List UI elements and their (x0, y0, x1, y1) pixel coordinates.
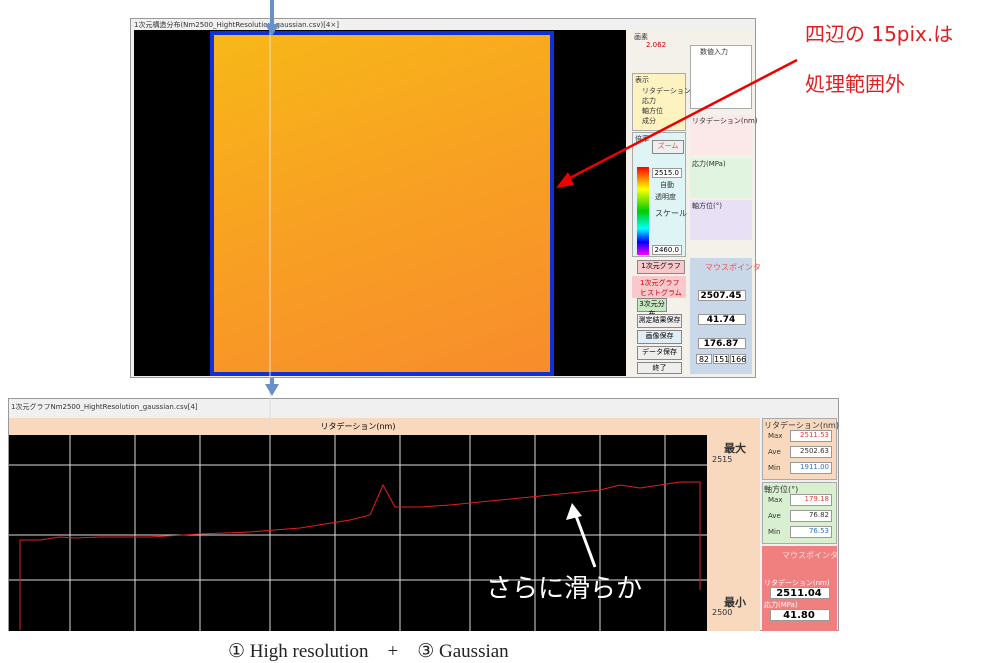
label: リタデーション(nm) (692, 117, 758, 125)
value[interactable]: 2515 (712, 455, 733, 464)
row-value: 76.82 (790, 510, 832, 522)
label: スケール (655, 209, 687, 218)
label: 透明度 (655, 193, 676, 201)
row-label: Min (768, 464, 781, 472)
arrowhead (556, 172, 574, 188)
value: 2507.45 (698, 290, 746, 301)
color-bar (637, 167, 649, 255)
value: 82 (696, 354, 712, 364)
button[interactable]: 測定結果保存 (637, 314, 682, 328)
graph-group (632, 276, 686, 298)
stress-group (690, 158, 752, 198)
radio[interactable]: 軸方位 (642, 107, 663, 115)
window-title: 1次元構造分布(Nm2500_HightResolution_gaussian.… (134, 21, 339, 29)
value: 176.87 (698, 338, 746, 349)
row-value: 2502.63 (790, 446, 832, 458)
arrow (573, 512, 597, 568)
arrowhead (566, 503, 582, 520)
row-value: 179.18 (790, 494, 832, 506)
label: 軸方位(°) (764, 485, 799, 494)
arrow (265, 378, 279, 396)
label: 倍率 (635, 135, 649, 143)
label: 表示 (635, 76, 649, 84)
radio[interactable]: 成分 (642, 117, 656, 125)
value: 166 (730, 354, 747, 364)
row-label: Min (768, 528, 781, 536)
checkbox[interactable]: 自動 (660, 181, 674, 189)
annotation: さらに滑らか (486, 574, 643, 604)
arrow (565, 58, 798, 182)
radio[interactable]: リタデーション (642, 87, 691, 95)
image (210, 31, 554, 376)
value: 41.80 (770, 609, 830, 621)
button[interactable]: 終了 (637, 362, 682, 374)
label: 軸方位(°) (692, 202, 722, 210)
axis-group (690, 200, 752, 240)
button[interactable]: ズーム (652, 140, 684, 154)
label: 応力(MPa) (764, 601, 798, 609)
input[interactable]: 2460.0 (652, 245, 682, 255)
window-title: 1次元グラフNm2500_HightResolution_gaussian.cs… (11, 403, 198, 411)
row-label: Max (768, 432, 783, 440)
value: 41.74 (698, 314, 746, 325)
input[interactable]: 2515.0 (652, 168, 682, 178)
profile-line (19, 481, 701, 630)
ret-group (690, 115, 752, 155)
label: 画素 (634, 33, 648, 41)
label: リタデーション(nm) (764, 421, 839, 430)
row-label: Ave (768, 448, 781, 456)
graph-area (9, 435, 707, 631)
label: 2.062 (646, 41, 667, 49)
row-value: 76.53 (790, 526, 832, 538)
arrow (265, 0, 279, 36)
label: マウスポインタ (705, 263, 761, 272)
label: リタデーション(nm) (764, 579, 830, 587)
row-value: 2511.53 (790, 430, 832, 442)
label: 数値入力 (700, 48, 728, 56)
value[interactable]: 2500 (712, 608, 733, 617)
value: 2511.04 (770, 587, 830, 599)
grid (9, 435, 707, 631)
label: 応力(MPa) (692, 160, 726, 168)
graph-header: リタデーション(nm) (9, 418, 707, 435)
label: 最小 (724, 596, 746, 609)
row-value: 1911.00 (790, 462, 832, 474)
button[interactable]: 画像保存 (637, 330, 682, 344)
button[interactable]: データ保存 (637, 346, 682, 360)
annotation: 四辺の 15pix.は (805, 22, 954, 46)
button[interactable]: 1次元グラフ (637, 260, 685, 274)
radio[interactable]: 応力 (642, 97, 656, 105)
row-label: Ave (768, 512, 781, 520)
radio[interactable]: 1次元グラフ (640, 279, 680, 287)
scale-column (707, 418, 760, 631)
row-label: Max (768, 496, 783, 504)
label: 最大 (724, 442, 746, 455)
radio[interactable]: ヒストグラム (640, 289, 682, 297)
value: 151 (713, 354, 730, 364)
caption: ① High resolution + ③ Gaussian (228, 641, 509, 662)
label: マウスポインタ (782, 551, 838, 560)
annotation: 処理範囲外 (805, 72, 905, 96)
